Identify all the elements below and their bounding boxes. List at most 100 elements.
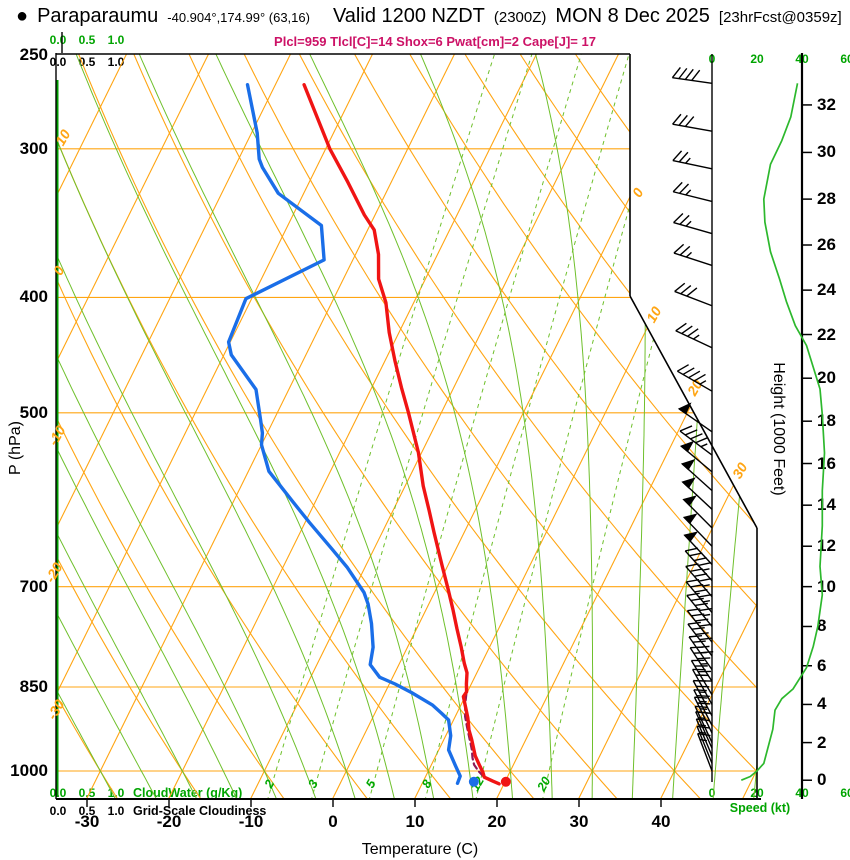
title-bar: ● Paraparaumu -40.904°,174.99° (63,16) V…	[16, 5, 842, 28]
pressure-label-850: 850	[19, 677, 48, 696]
dry-adiabat-120	[630, 54, 757, 799]
height-label-32: 32	[817, 94, 836, 114]
wind-barb-9.5kft	[685, 563, 713, 598]
temp-label-0: 0	[328, 812, 338, 831]
mixing-ratio-3	[310, 54, 533, 799]
temp-label-20: 20	[487, 812, 507, 831]
wind-barb-30.9kft	[672, 113, 713, 132]
mixing-ratio-label-5: 5	[363, 777, 379, 791]
surface-temperature-dot	[500, 776, 511, 787]
wind-speed-profile	[740, 83, 826, 781]
isotherm-label-30: 30	[729, 460, 751, 482]
station-bullet-icon: ●	[16, 5, 29, 27]
wind-barb-1.3kft	[695, 718, 713, 757]
cw-scale-top-1.0: 1.0	[107, 33, 125, 47]
mixing-ratio-2	[266, 54, 495, 799]
valid-date: MON 8 Dec 2025	[555, 5, 710, 27]
isotherm--50	[56, 54, 292, 799]
temp-label-40: 40	[651, 812, 671, 831]
pressure-label-700: 700	[19, 576, 48, 596]
wind-barb-25.1kft	[673, 243, 713, 267]
cloudiness-scale-top-0.0: 0.0	[49, 55, 67, 69]
cloudiness-scale-label: Grid-Scale Cloudiness	[133, 804, 267, 818]
wind-barb-8.7kft	[685, 579, 713, 614]
temp-label--20: -20	[156, 812, 182, 831]
dry-adiabat--10	[56, 54, 287, 799]
moist-adiabat--15	[56, 54, 239, 799]
dry-adiabat-0	[56, 54, 370, 799]
dry-adiabat-60	[299, 54, 757, 799]
moist-adiabat-30	[534, 54, 594, 799]
wind-barbs	[671, 67, 714, 772]
pressure-label-250: 250	[19, 44, 48, 64]
wind-barb-1.7kft	[695, 711, 713, 749]
wind-barb-17.5kft	[677, 402, 713, 433]
isotherm--70	[56, 54, 128, 799]
mixing-ratio-8	[424, 54, 630, 799]
isotherm--10	[250, 54, 620, 799]
wind-barb-4.5kft	[690, 659, 713, 696]
wind-barb-29.3kft	[672, 150, 713, 170]
height-label-28: 28	[817, 189, 836, 209]
pressure-label-300: 300	[19, 138, 48, 158]
temp-label-30: 30	[569, 812, 589, 831]
temp-label-10: 10	[405, 812, 425, 831]
dewpoint-trace	[226, 83, 462, 785]
height-label-0: 0	[817, 770, 827, 790]
moist-adiabat--5	[56, 54, 318, 799]
dry-adiabat-110	[575, 54, 757, 799]
dry-adiabat--40	[0, 55, 36, 802]
isotherm-label-10: 10	[643, 304, 665, 326]
height-label-16: 16	[817, 453, 836, 473]
isobar-lines	[56, 148, 757, 772]
pressure-label-400: 400	[19, 287, 48, 307]
dry-adiabat-label--10: -10	[45, 423, 69, 449]
wind-barb-10.3kft	[684, 547, 713, 582]
isotherm-30	[578, 54, 757, 799]
forecast-tag: [23hrFcst@0359z]	[718, 9, 842, 26]
moist-adiabat-0	[56, 54, 357, 799]
pressure-label-500: 500	[19, 402, 48, 422]
mixing-ratio-label-2: 2	[261, 777, 277, 791]
dry-adiabat-label-10: 10	[52, 127, 74, 149]
mixing-ratio-label-8: 8	[419, 777, 435, 790]
height-label-30: 30	[817, 142, 836, 162]
isotherm-label-0: 0	[629, 185, 647, 200]
moist-adiabat--20	[56, 54, 199, 799]
plot-border	[55, 32, 761, 800]
wind-barb-19.4kft	[677, 364, 713, 392]
dry-adiabat-30	[133, 54, 620, 799]
height-label-24: 24	[817, 280, 836, 300]
isotherm--20	[168, 54, 538, 799]
wind-barb-27.9kft	[672, 181, 713, 203]
moist-adiabat--10	[56, 54, 278, 799]
moist-adiabat-50	[753, 54, 757, 799]
moist-adiabat-15	[214, 54, 474, 799]
mixing-ratio-12	[475, 54, 673, 799]
wind-barb-8kft	[686, 592, 713, 627]
cloudiness-scale-bottom-1.0: 1.0	[107, 804, 125, 818]
parcel-trace	[464, 693, 499, 785]
wind-barb-16.4kft	[679, 425, 713, 456]
wind-barb-32.9kft	[671, 67, 713, 84]
wind-barb-15.6kft	[679, 440, 713, 473]
height-label-2: 2	[817, 732, 827, 752]
height-label-22: 22	[817, 324, 836, 344]
mixing-ratio-5	[368, 54, 582, 799]
cloudwater-scale-label: CloudWater (g/Kg)	[133, 786, 243, 800]
station-coords: -40.904°,174.99° (63,16)	[167, 10, 310, 25]
pressure-label-1000: 1000	[10, 761, 48, 780]
isotherm--30	[86, 54, 456, 799]
height-label-4: 4	[817, 694, 827, 714]
dry-adiabat-20	[78, 54, 537, 799]
speed-scale-top-20: 20	[750, 52, 764, 66]
isotherm--80	[0, 54, 45, 799]
height-ticks	[802, 104, 812, 781]
temp-label--10: -10	[238, 812, 264, 831]
wind-barb-6.5kft	[687, 621, 713, 657]
moist-adiabat-35	[631, 54, 646, 799]
dry-adiabat-label--30: -30	[44, 697, 68, 723]
station-name: Paraparaumu	[37, 5, 159, 27]
mixing-ratio-label-20: 20	[534, 774, 554, 794]
speed-axis-title: Speed (kt)	[729, 801, 791, 815]
